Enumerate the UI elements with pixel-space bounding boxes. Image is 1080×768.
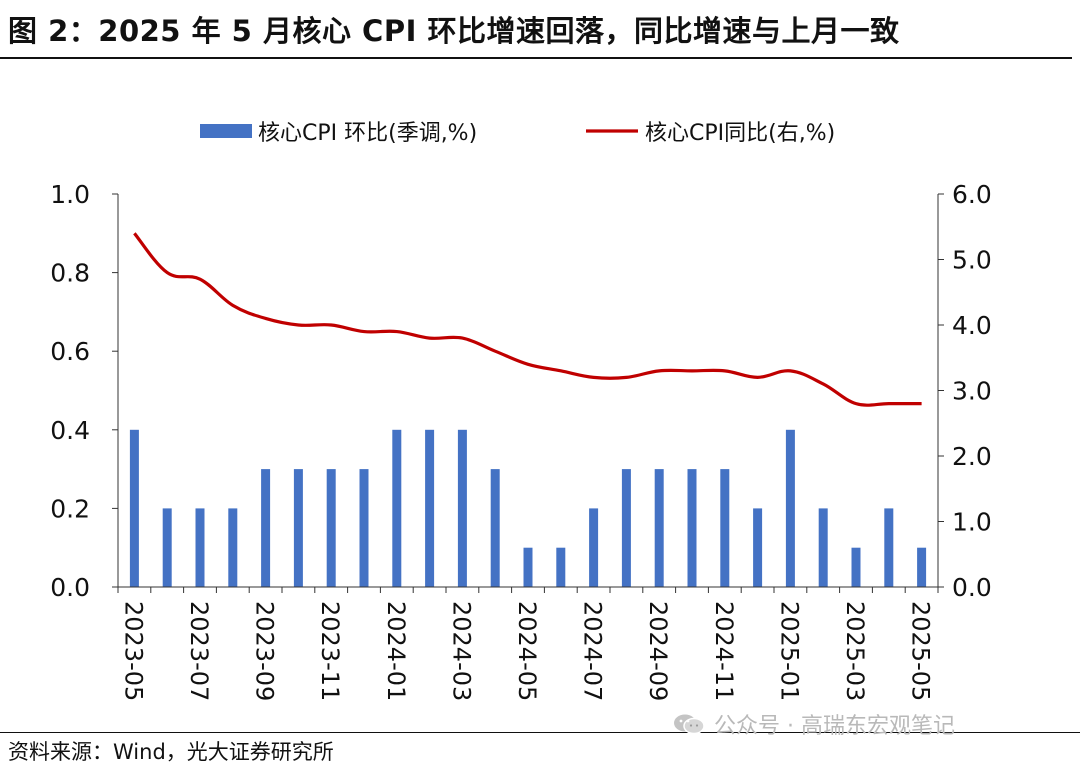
watermark: 公众号 · 高瑞东宏观笔记	[672, 708, 955, 740]
chart-axes: 0.0 0.2 0.4 0.6 0.8 1.0 0.0 1.0 2.0 3.0 4.0 5.0 6.0 2…	[50, 180, 992, 700]
bar	[785, 429, 795, 587]
right-tick-label: 5.0	[952, 246, 992, 275]
right-tick-label: 4.0	[952, 311, 992, 340]
bar	[195, 508, 205, 587]
chart-legend: 核心CPI 环比(季调,%) 核心CPI同比(右,%)	[200, 121, 835, 146]
left-tick-label: 1.0	[50, 180, 90, 209]
line-series	[133, 232, 922, 407]
bar	[654, 469, 664, 587]
bar	[589, 508, 599, 587]
combo-chart: 核心CPI 环比(季调,%) 核心CPI同比(右,%) 0.00.20.40.60…	[50, 121, 992, 700]
footer-divider	[0, 732, 1080, 733]
bar	[621, 469, 631, 587]
legend-label-line: 核心CPI同比(右,%)	[645, 121, 835, 146]
bar	[687, 469, 697, 587]
page-title: 图 2：2025 年 5 月核心 CPI 环比增速回落，同比增速与上月一致	[8, 14, 900, 48]
left-tick-label: 0.0	[50, 573, 90, 602]
right-tick-label: 3.0	[952, 377, 992, 406]
right-tick-label: 2.0	[952, 442, 992, 471]
bar	[457, 429, 467, 587]
bar	[359, 469, 369, 587]
x-tick-label: 2025-01	[775, 601, 803, 700]
bar	[261, 469, 271, 587]
bar	[129, 429, 139, 587]
bar	[851, 547, 861, 587]
x-tick-label: 2023-05	[119, 601, 147, 700]
x-tick-label: 2024-05	[513, 601, 541, 700]
bar	[228, 508, 238, 587]
bar	[884, 508, 894, 587]
bar	[720, 469, 730, 587]
x-tick-label: 2025-03	[841, 601, 869, 700]
x-tick-label: 2023-11	[316, 601, 344, 700]
x-tick-label: 2023-09	[251, 601, 279, 700]
bar	[425, 429, 435, 587]
left-tick-label: 0.8	[50, 259, 90, 288]
x-tick-label: 2024-11	[710, 601, 738, 700]
watermark-text: 公众号 · 高瑞东宏观笔记	[714, 714, 955, 739]
x-tick-label: 2024-01	[382, 601, 410, 700]
right-tick-label: 1.0	[952, 508, 992, 537]
right-tick-label: 0.0	[952, 573, 992, 602]
bar	[326, 469, 336, 587]
left-tick-label: 0.6	[50, 337, 90, 366]
bar	[392, 429, 402, 587]
bar	[753, 508, 763, 587]
x-tick-label: 2025-05	[907, 601, 935, 700]
bar	[818, 508, 828, 587]
bar	[523, 547, 533, 587]
right-tick-label: 6.0	[952, 180, 992, 209]
legend-swatch-bar	[200, 124, 252, 138]
bar	[556, 547, 566, 587]
line-series-path	[133, 232, 922, 407]
x-tick-label: 2024-09	[644, 601, 672, 700]
left-tick-label: 0.2	[50, 494, 90, 523]
wechat-icon	[674, 714, 705, 735]
title-divider	[0, 57, 1072, 59]
x-tick-label: 2024-03	[447, 601, 475, 700]
left-tick-label: 0.4	[50, 416, 90, 445]
bar	[917, 547, 927, 587]
source-note: 资料来源：Wind，光大证券研究所	[8, 740, 334, 764]
bar	[490, 469, 500, 587]
bar-series	[129, 429, 927, 587]
x-tick-label: 2023-07	[185, 601, 213, 700]
bar	[293, 469, 303, 587]
x-tick-label: 2024-07	[579, 601, 607, 700]
bar	[162, 508, 172, 587]
legend-label-bar: 核心CPI 环比(季调,%)	[258, 121, 477, 146]
